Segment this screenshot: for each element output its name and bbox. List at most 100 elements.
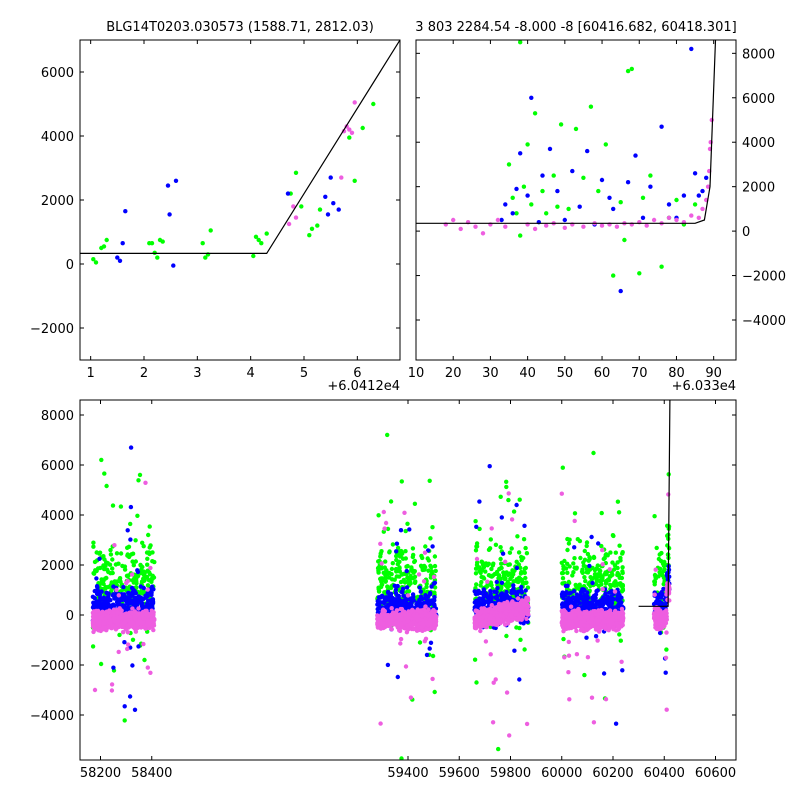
data-point <box>117 632 122 638</box>
data-point <box>91 544 96 549</box>
data-point <box>391 601 396 606</box>
data-point <box>402 510 407 515</box>
data-point <box>420 613 425 618</box>
data-point <box>395 545 401 551</box>
data-point <box>613 721 619 726</box>
data-point <box>394 569 399 574</box>
data-point <box>118 504 124 509</box>
data-point <box>475 608 480 614</box>
data-point <box>394 574 399 579</box>
data-point <box>104 237 109 243</box>
data-point <box>148 670 153 675</box>
data-point <box>97 627 103 633</box>
data-point <box>120 563 125 569</box>
data-point <box>595 563 600 568</box>
data-point <box>394 549 399 554</box>
data-point <box>385 584 390 589</box>
data-point <box>149 579 154 584</box>
data-point <box>352 100 357 105</box>
data-point <box>485 579 490 584</box>
data-point <box>117 596 123 601</box>
data-point <box>138 563 143 568</box>
data-point <box>108 571 113 576</box>
data-point <box>116 600 122 605</box>
data-point <box>562 217 567 223</box>
data-point <box>565 547 570 553</box>
data-point <box>492 589 497 594</box>
data-point <box>644 223 649 228</box>
data-point <box>582 575 587 580</box>
data-point <box>504 484 509 490</box>
data-point <box>566 541 572 546</box>
data-point <box>93 618 99 623</box>
data-point <box>488 537 493 542</box>
data-point <box>126 573 131 578</box>
data-point <box>489 621 494 626</box>
data-point <box>395 674 400 680</box>
data-point <box>489 526 494 531</box>
data-point <box>411 598 416 603</box>
data-point <box>666 215 672 220</box>
data-point <box>135 513 140 518</box>
data-point <box>620 551 625 556</box>
data-point <box>121 584 126 590</box>
data-point <box>141 544 146 549</box>
data-point <box>581 563 586 568</box>
data-point <box>563 583 569 589</box>
data-point <box>648 184 653 189</box>
data-point <box>515 534 520 539</box>
data-point <box>293 215 299 220</box>
data-point <box>91 540 96 545</box>
data-point <box>125 642 131 647</box>
data-point <box>577 204 582 209</box>
x-tick-label: 20 <box>445 366 462 381</box>
data-point <box>125 625 131 630</box>
data-point <box>309 226 315 231</box>
data-point <box>477 499 482 504</box>
data-point <box>617 597 622 602</box>
data-point <box>696 193 701 198</box>
data-point <box>145 568 150 573</box>
data-point <box>385 432 390 438</box>
data-point <box>203 255 208 260</box>
data-point <box>501 592 506 597</box>
data-point <box>395 561 400 567</box>
data-point <box>171 263 176 268</box>
data-point <box>128 537 133 542</box>
data-point <box>425 599 430 604</box>
data-point <box>700 206 705 212</box>
data-point <box>383 520 389 526</box>
data-point <box>589 534 594 540</box>
data-point <box>620 570 625 576</box>
data-point <box>591 450 596 456</box>
data-point <box>91 571 97 576</box>
data-point <box>200 241 205 246</box>
data-point <box>473 548 479 553</box>
data-point <box>360 125 365 131</box>
data-point <box>512 648 517 653</box>
data-point <box>125 605 131 610</box>
data-point <box>598 568 603 574</box>
data-point <box>141 585 146 591</box>
data-point <box>571 561 576 566</box>
data-point <box>585 148 590 154</box>
data-point <box>377 606 382 611</box>
data-point <box>299 204 304 209</box>
data-point <box>378 541 383 546</box>
x-tick-label: 50 <box>557 366 574 381</box>
data-point <box>574 628 579 634</box>
data-point <box>398 612 403 617</box>
data-point <box>487 593 493 598</box>
data-point <box>521 602 527 607</box>
data-point <box>575 537 580 542</box>
data-point <box>498 556 503 562</box>
data-point <box>578 555 583 561</box>
data-point <box>486 561 491 566</box>
data-point <box>112 596 117 601</box>
y-tick-label: 2000 <box>742 181 775 196</box>
data-point <box>518 637 523 642</box>
data-point <box>481 565 487 570</box>
data-point <box>568 590 573 595</box>
data-point <box>131 620 136 626</box>
